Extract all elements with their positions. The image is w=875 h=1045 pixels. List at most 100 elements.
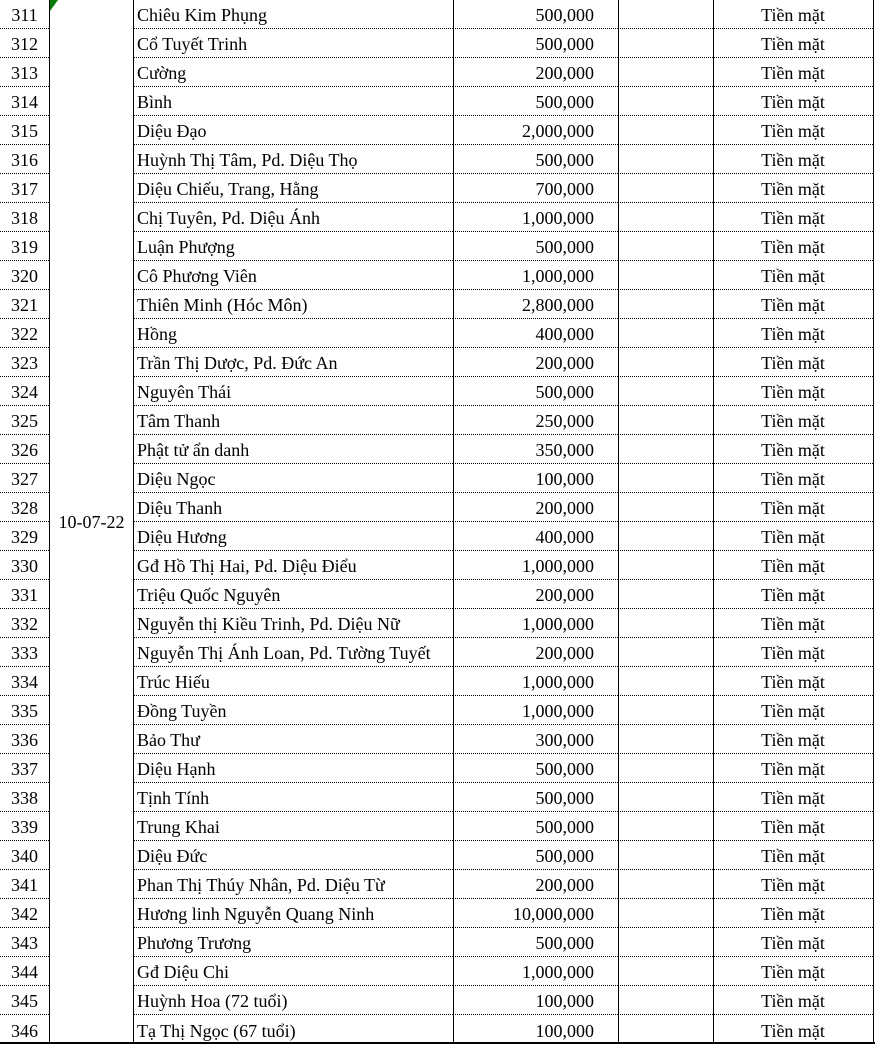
row-number-cell[interactable]: 319: [0, 232, 49, 261]
payment-method-cell[interactable]: Tiền mặt: [713, 667, 873, 696]
payment-method-cell[interactable]: Tiền mặt: [713, 0, 873, 29]
payment-method-cell[interactable]: Tiền mặt: [713, 377, 873, 406]
amount-cell[interactable]: 2,000,000: [453, 116, 618, 145]
amount-cell[interactable]: 500,000: [453, 377, 618, 406]
row-number-cell[interactable]: 324: [0, 377, 49, 406]
blank-cell[interactable]: [618, 899, 713, 928]
donor-name-cell[interactable]: Tịnh Tính: [133, 783, 453, 812]
donor-name-cell[interactable]: Huỳnh Thị Tâm, Pd. Diệu Thọ: [133, 145, 453, 174]
blank-cell[interactable]: [618, 551, 713, 580]
payment-method-cell[interactable]: Tiền mặt: [713, 203, 873, 232]
row-number-cell[interactable]: 325: [0, 406, 49, 435]
donor-name-cell[interactable]: Nguyễn thị Kiều Trinh, Pd. Diệu Nữ: [133, 609, 453, 638]
row-number-cell[interactable]: 341: [0, 870, 49, 899]
payment-method-cell[interactable]: Tiền mặt: [713, 290, 873, 319]
blank-cell[interactable]: [618, 261, 713, 290]
payment-method-cell[interactable]: Tiền mặt: [713, 464, 873, 493]
donor-name-cell[interactable]: Thiên Minh (Hóc Môn): [133, 290, 453, 319]
payment-method-cell[interactable]: Tiền mặt: [713, 986, 873, 1015]
donor-name-cell[interactable]: Diệu Ngọc: [133, 464, 453, 493]
amount-cell[interactable]: 400,000: [453, 319, 618, 348]
blank-cell[interactable]: [618, 232, 713, 261]
amount-cell[interactable]: 1,000,000: [453, 696, 618, 725]
blank-cell[interactable]: [618, 928, 713, 957]
donor-name-cell[interactable]: Gđ Diệu Chi: [133, 957, 453, 986]
donor-name-cell[interactable]: Diệu Hạnh: [133, 754, 453, 783]
blank-cell[interactable]: [618, 522, 713, 551]
donor-name-cell[interactable]: Cô Phương Viên: [133, 261, 453, 290]
payment-method-cell[interactable]: Tiền mặt: [713, 638, 873, 667]
amount-cell[interactable]: 500,000: [453, 841, 618, 870]
payment-method-cell[interactable]: Tiền mặt: [713, 116, 873, 145]
payment-method-cell[interactable]: Tiền mặt: [713, 348, 873, 377]
row-number-cell[interactable]: 330: [0, 551, 49, 580]
row-number-cell[interactable]: 315: [0, 116, 49, 145]
row-number-cell[interactable]: 342: [0, 899, 49, 928]
payment-method-cell[interactable]: Tiền mặt: [713, 87, 873, 116]
amount-cell[interactable]: 500,000: [453, 29, 618, 58]
amount-cell[interactable]: 300,000: [453, 725, 618, 754]
donor-name-cell[interactable]: Diệu Đạo: [133, 116, 453, 145]
payment-method-cell[interactable]: Tiền mặt: [713, 522, 873, 551]
blank-cell[interactable]: [618, 870, 713, 899]
row-number-cell[interactable]: 346: [11, 1020, 38, 1041]
payment-method-cell[interactable]: Tiền mặt: [713, 725, 873, 754]
amount-cell[interactable]: 400,000: [453, 522, 618, 551]
amount-cell[interactable]: 500,000: [453, 928, 618, 957]
row-number-cell[interactable]: 345: [0, 986, 49, 1015]
blank-cell[interactable]: [618, 58, 713, 87]
row-number-cell[interactable]: 327: [0, 464, 49, 493]
blank-cell[interactable]: [618, 841, 713, 870]
row-number-cell[interactable]: 311: [0, 0, 49, 29]
donor-name-cell[interactable]: Diệu Đức: [133, 841, 453, 870]
blank-cell[interactable]: [618, 609, 713, 638]
amount-cell[interactable]: 500,000: [453, 232, 618, 261]
merged-date-cell[interactable]: 10-07-22: [50, 0, 133, 1044]
payment-method-cell[interactable]: Tiền mặt: [713, 406, 873, 435]
amount-cell[interactable]: 500,000: [453, 754, 618, 783]
amount-cell[interactable]: 2,800,000: [453, 290, 618, 319]
amount-cell[interactable]: 1,000,000: [453, 957, 618, 986]
blank-cell[interactable]: [618, 348, 713, 377]
amount-cell[interactable]: 100,000: [453, 986, 618, 1015]
blank-cell[interactable]: [618, 957, 713, 986]
row-number-cell[interactable]: 333: [0, 638, 49, 667]
blank-cell[interactable]: [618, 29, 713, 58]
payment-method-cell[interactable]: Tiền mặt: [713, 957, 873, 986]
blank-cell[interactable]: [618, 319, 713, 348]
amount-cell[interactable]: 100,000: [453, 464, 618, 493]
donor-name-cell[interactable]: Cường: [133, 58, 453, 87]
payment-method-cell[interactable]: Tiền mặt: [713, 319, 873, 348]
row-number-cell[interactable]: 318: [0, 203, 49, 232]
blank-cell[interactable]: [618, 754, 713, 783]
payment-method-cell[interactable]: Tiền mặt: [713, 783, 873, 812]
row-number-cell[interactable]: 316: [0, 145, 49, 174]
blank-cell[interactable]: [618, 203, 713, 232]
payment-method-cell[interactable]: Tiền mặt: [713, 754, 873, 783]
donor-name-cell[interactable]: Diệu Thanh: [133, 493, 453, 522]
donor-name-cell[interactable]: Diệu Hương: [133, 522, 453, 551]
donor-name-cell[interactable]: Phan Thị Thúy Nhân, Pd. Diệu Từ: [133, 870, 453, 899]
amount-cell[interactable]: 1,000,000: [453, 609, 618, 638]
amount-cell[interactable]: 700,000: [453, 174, 618, 203]
donor-name-cell[interactable]: Gđ Hồ Thị Hai, Pd. Diệu Điểu: [133, 551, 453, 580]
amount-cell[interactable]: 500,000: [453, 812, 618, 841]
row-number-cell[interactable]: 340: [0, 841, 49, 870]
blank-cell[interactable]: [618, 145, 713, 174]
donor-name-cell[interactable]: Luận Phượng: [133, 232, 453, 261]
donor-name-cell[interactable]: Huỳnh Hoa (72 tuổi): [133, 986, 453, 1015]
blank-cell[interactable]: [618, 1015, 713, 1044]
payment-method-cell[interactable]: Tiền mặt: [713, 899, 873, 928]
row-number-cell[interactable]: 312: [0, 29, 49, 58]
amount-cell[interactable]: 200,000: [453, 493, 618, 522]
payment-method-cell[interactable]: Tiền mặt: [713, 609, 873, 638]
donor-name-cell[interactable]: Cổ Tuyết Trinh: [133, 29, 453, 58]
row-number-cell[interactable]: 323: [0, 348, 49, 377]
payment-method-cell[interactable]: Tiền mặt: [713, 551, 873, 580]
row-number-cell[interactable]: 332: [0, 609, 49, 638]
donor-name-cell[interactable]: Bình: [133, 87, 453, 116]
row-number-cell[interactable]: 321: [0, 290, 49, 319]
blank-cell[interactable]: [618, 667, 713, 696]
amount-cell[interactable]: 1,000,000: [453, 261, 618, 290]
payment-method-cell[interactable]: Tiền mặt: [713, 493, 873, 522]
